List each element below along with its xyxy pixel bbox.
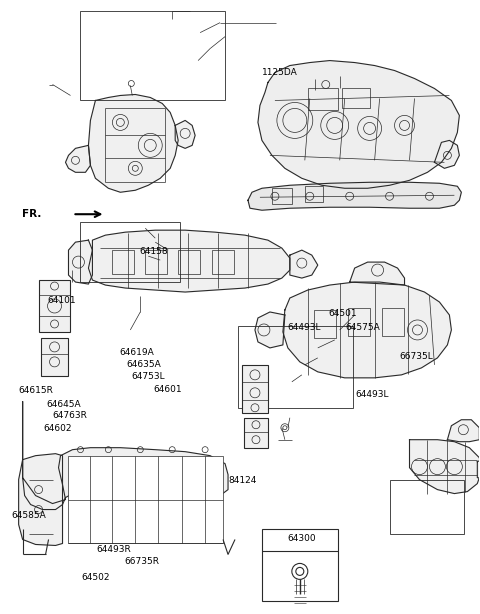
Bar	[212, 250, 234, 274]
Text: 64753L: 64753L	[132, 372, 166, 381]
Bar	[342, 88, 370, 109]
Polygon shape	[409, 440, 480, 494]
Polygon shape	[69, 240, 93, 284]
Polygon shape	[477, 457, 480, 480]
Polygon shape	[434, 141, 459, 168]
Text: 64493L: 64493L	[287, 324, 321, 332]
Bar	[308, 88, 338, 111]
Text: 64763R: 64763R	[52, 411, 87, 420]
Bar	[390, 480, 464, 534]
Bar	[38, 280, 71, 332]
Polygon shape	[23, 402, 228, 510]
Text: 64585A: 64585A	[11, 511, 46, 520]
Polygon shape	[290, 250, 318, 278]
Bar	[238, 326, 353, 408]
Bar	[382, 308, 404, 336]
Bar	[262, 529, 338, 601]
Text: 64601: 64601	[153, 385, 181, 394]
Bar	[145, 250, 167, 274]
Polygon shape	[88, 230, 290, 292]
Polygon shape	[248, 182, 461, 210]
Bar	[242, 365, 268, 413]
Text: 66735R: 66735R	[124, 558, 159, 566]
Polygon shape	[258, 61, 459, 188]
Text: 64575A: 64575A	[345, 324, 380, 332]
Polygon shape	[350, 262, 405, 285]
Bar	[348, 308, 370, 336]
Bar	[272, 188, 292, 204]
Text: 64635A: 64635A	[126, 360, 161, 369]
Text: 64502: 64502	[81, 573, 109, 582]
Text: FR.: FR.	[22, 209, 41, 219]
Text: 64493R: 64493R	[96, 545, 131, 554]
Text: 64158: 64158	[140, 247, 168, 257]
Polygon shape	[175, 120, 195, 149]
Text: 1125DA: 1125DA	[262, 69, 298, 77]
Bar	[81, 10, 225, 101]
Text: 66735L: 66735L	[399, 351, 432, 360]
Polygon shape	[255, 312, 285, 348]
Text: 64645A: 64645A	[47, 400, 81, 409]
Bar	[112, 250, 134, 274]
Bar	[244, 418, 268, 448]
Text: 64501: 64501	[328, 309, 357, 317]
Text: 64619A: 64619A	[120, 348, 154, 357]
Polygon shape	[65, 146, 90, 173]
Text: 84124: 84124	[228, 476, 257, 486]
Text: 64602: 64602	[44, 424, 72, 433]
Bar	[314, 310, 336, 338]
Polygon shape	[19, 454, 62, 545]
Polygon shape	[88, 95, 178, 192]
Bar	[69, 456, 223, 543]
Text: 64101: 64101	[48, 297, 76, 305]
Text: 64300: 64300	[287, 534, 315, 543]
Bar	[305, 186, 323, 202]
Bar	[41, 338, 69, 376]
Bar	[81, 222, 180, 282]
Polygon shape	[447, 420, 480, 441]
Text: 64493L: 64493L	[356, 390, 389, 399]
Polygon shape	[283, 282, 451, 378]
Text: 64615R: 64615R	[18, 386, 53, 395]
Bar	[178, 250, 200, 274]
